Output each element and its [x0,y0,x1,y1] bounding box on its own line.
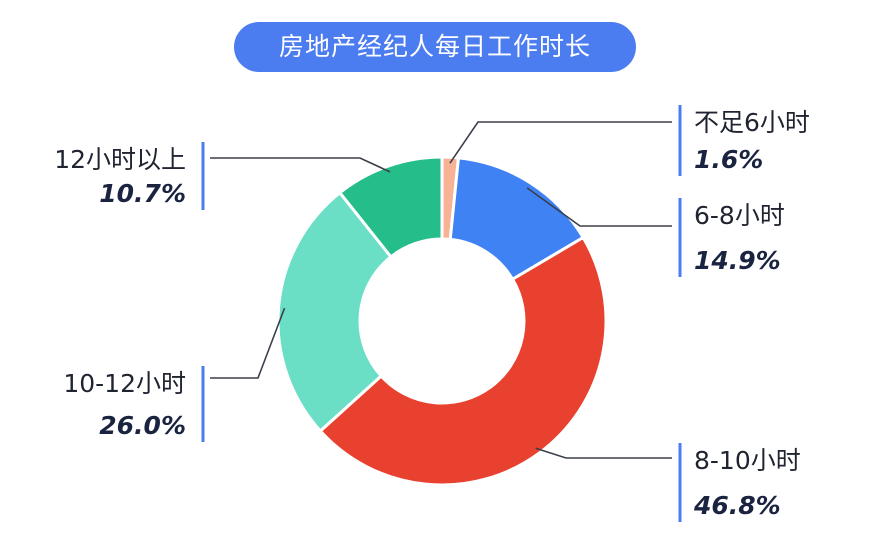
leader-line-4 [210,157,391,173]
label-bar-1 [678,198,682,277]
leader-lines [201,105,682,522]
slice-label-4: 12小时以上 [54,145,186,174]
slice-4 [337,155,444,259]
chart-title: 房地产经纪人每日工作时长 [234,22,636,72]
slice-value-4: 10.7% [99,179,186,208]
leader-line-2 [535,447,672,459]
slice-3 [276,190,394,434]
slice-label-0: 不足6小时 [694,108,810,137]
label-bar-2 [678,443,682,522]
slice-value-3: 26.0% [99,411,186,440]
label-bar-0 [678,105,682,176]
leader-line-1 [526,187,672,227]
slice-label-1: 6-8小时 [694,201,785,230]
slice-label-2: 8-10小时 [694,446,801,475]
label-bar-4 [201,142,205,210]
slice-label-3: 10-12小时 [63,369,186,398]
slice-value-0: 1.6% [694,145,763,174]
slice-value-1: 14.9% [694,246,781,275]
label-bar-3 [201,366,205,442]
slice-labels: 不足6小时 1.6% 6-8小时 14.9% 8-10小时 46.8% 10-12小时 26.… [54,108,810,520]
slice-value-2: 46.8% [693,491,781,520]
leader-line-3 [210,307,286,379]
leader-line-0 [449,121,672,164]
donut-slices [276,155,608,487]
slice-2 [318,235,608,487]
